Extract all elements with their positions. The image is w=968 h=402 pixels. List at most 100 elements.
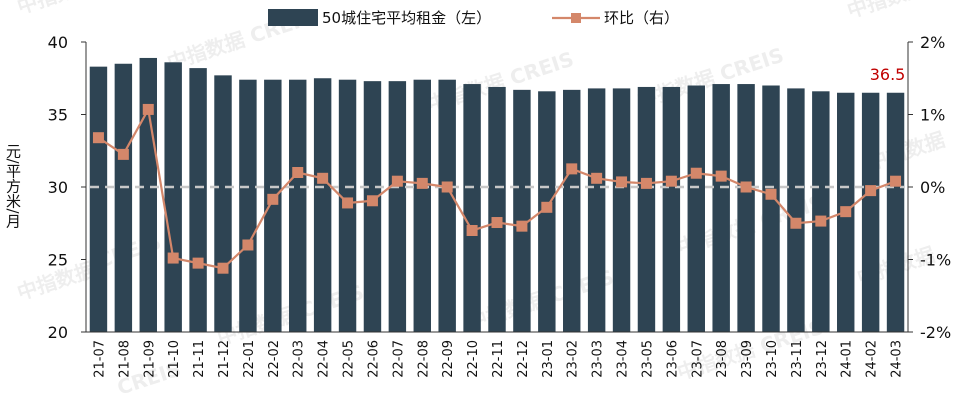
line-point-23-01 — [541, 201, 553, 213]
x-tick-label: 23-01 — [541, 340, 556, 378]
x-tick-label: 23-12 — [815, 340, 830, 378]
x-tick-label: 23-06 — [665, 340, 680, 378]
line-point-23-03 — [591, 172, 603, 184]
bar-21-08 — [114, 63, 133, 332]
x-tick-label: 21-12 — [217, 340, 232, 378]
x-tick-label: 24-01 — [840, 340, 855, 378]
bar-23-10 — [762, 85, 780, 332]
x-tick-label: 22-08 — [416, 340, 431, 378]
bar-21-10 — [164, 62, 182, 333]
bar-23-09 — [737, 84, 755, 332]
watermark-text: 中指数据 — [14, 0, 98, 19]
x-tick-label: 22-02 — [267, 340, 282, 378]
x-tick-label: 22-07 — [391, 340, 406, 378]
line-point-24-01 — [840, 206, 852, 218]
bar-21-11 — [189, 68, 207, 332]
legend-line-marker — [571, 13, 581, 23]
bar-22-04 — [313, 78, 332, 332]
x-tick-label: 23-09 — [740, 340, 755, 378]
x-tick-label: 23-03 — [591, 340, 606, 378]
y-left-tick-label: 35 — [48, 106, 68, 125]
y-left-tick-label: 25 — [48, 251, 68, 270]
y-right-tick-label: 0% — [920, 178, 945, 197]
x-tick-label: 23-02 — [566, 340, 581, 378]
line-point-22-10 — [466, 225, 478, 236]
y-axis-left: 20 25 30 35 40 — [48, 33, 86, 342]
x-tick-label: 23-08 — [715, 340, 730, 378]
bar-21-12 — [214, 75, 232, 332]
x-tick-label: 22-10 — [466, 340, 481, 378]
line-point-22-11 — [491, 217, 503, 229]
y-right-tick-label: 1% — [920, 106, 945, 125]
x-tick-label: 21-10 — [167, 340, 182, 378]
y-left-tick-label: 20 — [48, 323, 68, 342]
x-tick-label: 23-05 — [640, 340, 655, 378]
line-point-23-04 — [616, 176, 628, 188]
line-point-22-04 — [317, 172, 329, 184]
x-tick-label: 24-02 — [865, 340, 880, 378]
bar-22-03 — [289, 79, 307, 332]
line-point-23-05 — [640, 177, 652, 189]
line-point-23-07 — [690, 167, 702, 179]
line-point-23-11 — [790, 217, 802, 229]
axis-lines — [85, 42, 909, 333]
line-point-22-07 — [391, 175, 403, 187]
bar-series — [89, 57, 905, 333]
line-point-22-05 — [342, 197, 354, 209]
y-axis-right: -2% -1% 0% 1% 2% — [908, 33, 951, 342]
bar-24-02 — [861, 92, 880, 332]
line-series — [92, 103, 902, 274]
x-tick-label: 22-04 — [317, 340, 332, 378]
bar-21-09 — [139, 57, 157, 332]
bar-22-01 — [239, 79, 257, 332]
x-tick-label: 22-12 — [516, 340, 531, 378]
line-point-21-08 — [117, 148, 129, 160]
bar-23-06 — [662, 86, 681, 332]
bar-22-07 — [388, 81, 407, 333]
line-point-22-02 — [267, 193, 279, 205]
x-tick-label: 23-04 — [616, 340, 631, 378]
bar-23-07 — [687, 85, 705, 332]
y-left-tick-label: 40 — [48, 33, 68, 52]
line-point-22-03 — [292, 167, 304, 178]
line-point-21-09 — [142, 103, 154, 115]
x-tick-label: 23-10 — [765, 340, 780, 378]
line-point-21-11 — [192, 257, 204, 269]
y-axis-left-title: 元/平方米/月 — [4, 143, 22, 229]
bar-22-11 — [488, 86, 506, 332]
line-point-23-02 — [566, 163, 578, 175]
y-right-tick-label: -1% — [920, 251, 951, 270]
bar-23-02 — [563, 89, 581, 332]
bar-22-06 — [363, 81, 382, 333]
bar-23-12 — [812, 91, 830, 332]
legend-line-label: 环比（右） — [604, 9, 679, 27]
line-point-22-09 — [441, 181, 453, 193]
line-point-23-10 — [765, 188, 777, 200]
watermark-text: 中指数据 — [844, 0, 928, 23]
y-right-tick-label: 2% — [920, 33, 945, 52]
line-point-23-09 — [740, 181, 752, 193]
line-point-22-01 — [242, 239, 254, 251]
x-tick-label: 22-03 — [292, 340, 307, 378]
y-left-tick-label: 30 — [48, 178, 68, 197]
bar-23-11 — [787, 88, 805, 333]
line-point-22-06 — [366, 195, 378, 207]
line-point-23-12 — [815, 215, 827, 227]
line-point-21-10 — [167, 252, 179, 264]
line-point-21-12 — [217, 262, 229, 274]
line-point-22-08 — [416, 177, 428, 189]
x-tick-label: 21-08 — [117, 340, 132, 378]
bar-22-02 — [264, 79, 282, 332]
legend-bar-label: 50城住宅平均租金（左） — [322, 9, 491, 27]
x-tick-label: 21-07 — [92, 340, 107, 378]
bar-22-09 — [438, 79, 456, 332]
line-point-24-02 — [865, 185, 877, 197]
legend-bar-swatch — [268, 9, 318, 26]
x-axis: 21-07 21-08 21-09 21-10 21-11 21-12 22-01 22-02… — [92, 340, 904, 378]
bar-23-05 — [637, 86, 656, 332]
x-tick-label: 22-05 — [342, 340, 357, 378]
x-tick-label: 21-09 — [142, 340, 157, 378]
legend: 50城住宅平均租金（左） 环比（右） — [268, 9, 679, 27]
bar-23-08 — [712, 84, 730, 332]
